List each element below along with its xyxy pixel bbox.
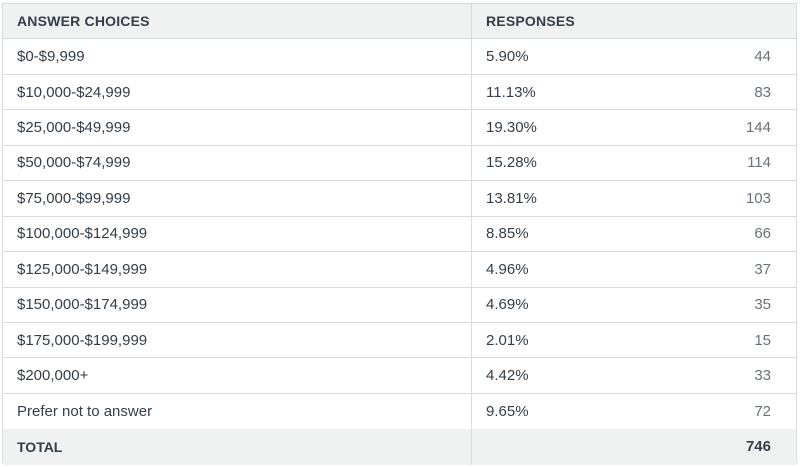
response-percent: 4.42% (486, 367, 529, 385)
answer-choice-label: $175,000-$199,999 (3, 322, 472, 358)
response-count: 144 (745, 119, 771, 137)
response-percent: 4.96% (486, 260, 529, 278)
table-row: Prefer not to answer 9.65% 72 (3, 393, 796, 430)
table-row: $150,000-$174,999 4.69% 35 (3, 287, 796, 323)
answer-choice-label: $50,000-$74,999 (3, 145, 472, 181)
table-row: $25,000-$49,999 19.30% 144 (3, 110, 796, 146)
responses-table: ANSWER CHOICES RESPONSES $0-$9,999 5.90% 4… (2, 3, 797, 465)
response-percent: 15.28% (486, 154, 537, 172)
response-percent: 19.30% (486, 119, 537, 137)
total-row: TOTAL 746 (3, 429, 796, 465)
total-label: TOTAL (3, 429, 472, 465)
answer-choice-label: $125,000-$149,999 (3, 252, 472, 287)
table-row: $50,000-$74,999 15.28% 114 (3, 145, 796, 182)
table-row: $10,000-$24,999 11.13% 83 (3, 74, 796, 111)
response-count: 37 (754, 260, 771, 278)
response-percent: 2.01% (486, 331, 529, 349)
table-row: $75,000-$99,999 13.81% 103 (3, 181, 796, 217)
response-count: 114 (747, 154, 771, 172)
answer-choice-label: $10,000-$24,999 (3, 74, 472, 110)
response-percent: 5.90% (486, 48, 529, 66)
total-count: 746 (745, 438, 771, 456)
response-count: 15 (754, 331, 771, 349)
table-row: $125,000-$149,999 4.96% 37 (3, 252, 796, 288)
response-count: 44 (754, 48, 771, 66)
table-row: $175,000-$199,999 2.01% 15 (3, 322, 796, 359)
response-count: 83 (754, 83, 771, 101)
answer-choice-label: Prefer not to answer (3, 393, 472, 430)
response-count: 103 (745, 189, 771, 207)
header-answer-choices: ANSWER CHOICES (3, 4, 472, 39)
answer-choice-label: $200,000+ (3, 358, 472, 393)
response-count: 33 (754, 367, 771, 385)
header-count (672, 4, 796, 38)
response-percent: 4.69% (486, 296, 529, 314)
table-header-row: ANSWER CHOICES RESPONSES (3, 4, 796, 40)
response-percent: 8.85% (486, 225, 529, 243)
answer-choice-label: $25,000-$49,999 (3, 110, 472, 145)
response-count: 72 (754, 403, 771, 421)
response-count: 66 (754, 225, 771, 243)
total-percent (472, 429, 672, 464)
table-row: $100,000-$124,999 8.85% 66 (3, 216, 796, 253)
answer-choice-label: $100,000-$124,999 (3, 216, 472, 252)
header-responses: RESPONSES (486, 13, 575, 30)
answer-choice-label: $75,000-$99,999 (3, 181, 472, 216)
table-row: $200,000+ 4.42% 33 (3, 358, 796, 394)
response-percent: 9.65% (486, 403, 529, 421)
table-row: $0-$9,999 5.90% 44 (3, 39, 796, 75)
answer-choice-label: $150,000-$174,999 (3, 287, 472, 322)
response-percent: 13.81% (486, 189, 537, 207)
answer-choice-label: $0-$9,999 (3, 39, 472, 74)
response-count: 35 (754, 296, 771, 314)
response-percent: 11.13% (486, 83, 536, 101)
